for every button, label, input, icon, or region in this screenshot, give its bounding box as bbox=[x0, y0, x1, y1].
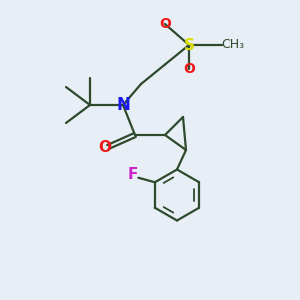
Text: O: O bbox=[159, 17, 171, 31]
Text: CH₃: CH₃ bbox=[221, 38, 244, 52]
Text: O: O bbox=[183, 62, 195, 76]
Text: S: S bbox=[184, 38, 194, 52]
Text: F: F bbox=[128, 167, 138, 182]
Text: O: O bbox=[98, 140, 112, 154]
Text: N: N bbox=[116, 96, 130, 114]
